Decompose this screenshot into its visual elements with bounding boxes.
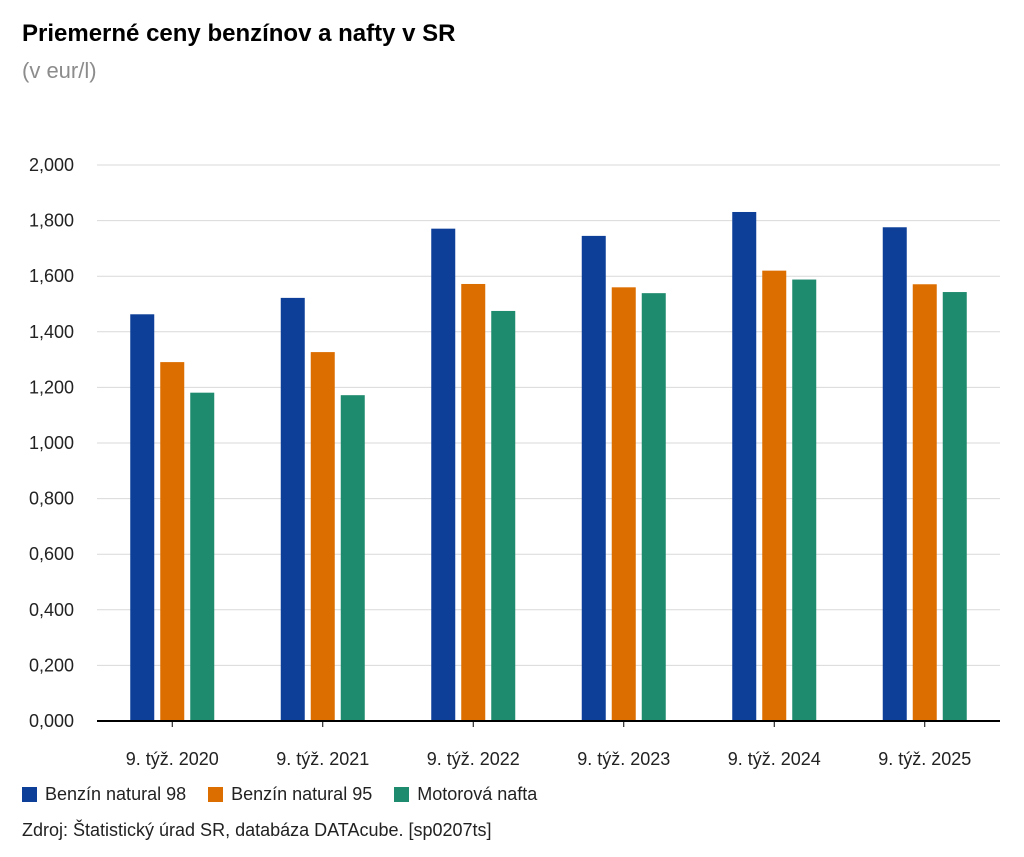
- y-tick-label: 2,000: [29, 155, 74, 175]
- legend-item-nafta: Motorová nafta: [394, 784, 537, 805]
- bar-0-0: [130, 314, 155, 721]
- x-tick-label: 9. týž. 2023: [577, 749, 670, 769]
- legend-item-benzin-98: Benzín natural 98: [22, 784, 186, 805]
- y-tick-label: 1,800: [29, 211, 74, 231]
- y-tick-label: 1,200: [29, 377, 74, 397]
- bar-1-0: [160, 362, 185, 721]
- x-tick-label: 9. týž. 2022: [427, 749, 520, 769]
- y-tick-label: 0,600: [29, 544, 74, 564]
- bar-0-5: [882, 227, 907, 721]
- bar-0-3: [581, 235, 606, 721]
- bar-1-4: [762, 270, 787, 721]
- legend-item-benzin-95: Benzín natural 95: [208, 784, 372, 805]
- y-tick-label: 0,200: [29, 655, 74, 675]
- bar-1-5: [912, 284, 937, 721]
- bar-2-0: [190, 392, 215, 721]
- legend-swatch-benzin-95: [208, 787, 224, 802]
- y-tick-label: 1,000: [29, 433, 74, 453]
- bar-1-1: [310, 352, 335, 721]
- legend-label-nafta: Motorová nafta: [417, 784, 538, 804]
- chart-subtitle: (v eur/l): [22, 58, 97, 83]
- legend-label-benzin-98: Benzín natural 98: [45, 784, 187, 804]
- x-tick-label: 9. týž. 2025: [878, 749, 971, 769]
- source-note: Zdroj: Štatistický úrad SR, databáza DAT…: [22, 820, 492, 840]
- bar-0-2: [431, 228, 456, 722]
- y-tick-label: 0,000: [29, 711, 74, 731]
- y-tick-label: 1,400: [29, 322, 74, 342]
- bar-2-5: [942, 292, 967, 721]
- legend-swatch-benzin-98: [22, 787, 37, 802]
- legend-label-benzin-95: Benzín natural 95: [231, 784, 373, 804]
- y-tick-label: 0,400: [29, 600, 74, 620]
- bar-2-3: [641, 293, 666, 721]
- bar-1-3: [611, 287, 636, 721]
- x-tick-label: 9. týž. 2024: [728, 749, 821, 769]
- chart-title: Priemerné ceny benzínov a nafty v SR: [22, 20, 456, 47]
- bar-2-4: [792, 279, 817, 721]
- bar-1-2: [461, 283, 486, 721]
- legend-swatch-nafta: [394, 787, 410, 802]
- bar-2-1: [340, 395, 365, 721]
- y-tick-label: 0,800: [29, 489, 74, 509]
- x-tick-label: 9. týž. 2021: [276, 749, 369, 769]
- y-tick-label: 1,600: [29, 266, 74, 286]
- x-tick-label: 9. týž. 2020: [126, 749, 219, 769]
- legend: Benzín natural 98 Benzín natural 95 Moto…: [22, 784, 537, 805]
- bar-0-4: [732, 211, 757, 721]
- bar-0-1: [280, 297, 305, 721]
- bar-2-2: [491, 310, 516, 721]
